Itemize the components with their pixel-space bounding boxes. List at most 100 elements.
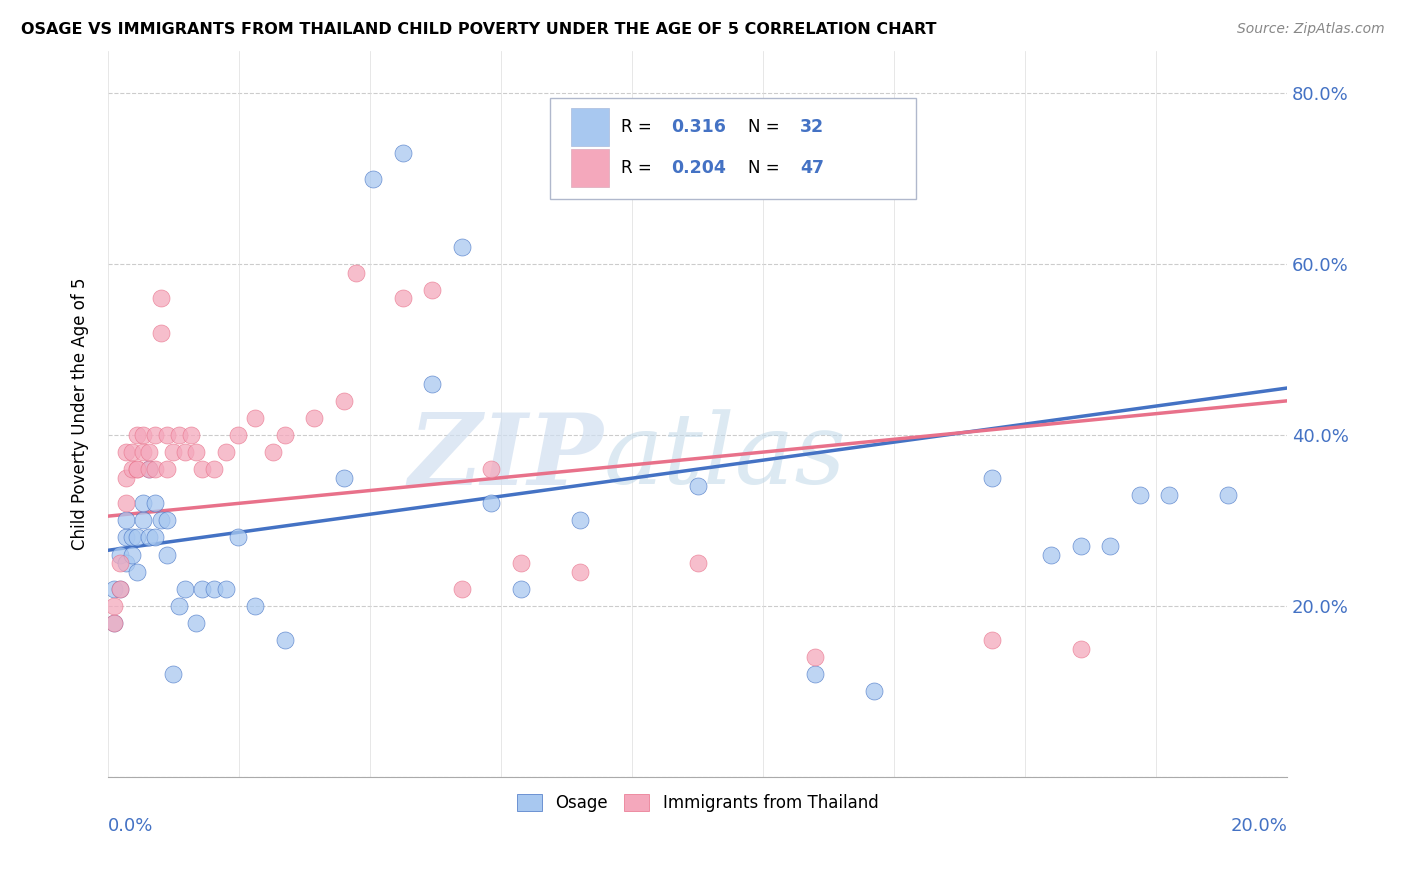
Point [191,462,214,476]
Point [150,291,173,305]
Point [226,428,249,442]
Point [132,428,155,442]
Point [150,513,173,527]
Point [173,582,195,596]
Point [132,513,155,527]
Point [361,171,384,186]
FancyBboxPatch shape [571,149,609,187]
Point [138,531,160,545]
Text: R =: R = [621,118,657,136]
Point [156,462,179,476]
Point [344,266,367,280]
Point [1070,539,1092,553]
Point [108,582,131,596]
Legend: Osage, Immigrants from Thailand: Osage, Immigrants from Thailand [510,788,884,819]
Point [686,556,709,570]
Point [215,445,238,459]
Text: 0.0%: 0.0% [108,816,153,835]
Point [191,582,214,596]
Point [863,684,886,698]
Point [180,428,202,442]
Point [450,582,472,596]
Point [391,291,413,305]
Point [186,615,208,630]
Point [138,462,160,476]
Point [333,393,356,408]
Text: Source: ZipAtlas.com: Source: ZipAtlas.com [1237,22,1385,37]
Point [162,667,184,681]
Point [1070,641,1092,656]
FancyBboxPatch shape [550,98,915,200]
Point [143,496,166,510]
Point [143,462,166,476]
Point [202,582,225,596]
Point [1216,488,1239,502]
Point [156,548,179,562]
Point [245,599,267,613]
Point [138,462,160,476]
Y-axis label: Child Poverty Under the Age of 5: Child Poverty Under the Age of 5 [72,277,89,549]
Point [121,531,143,545]
Text: N =: N = [748,118,785,136]
Point [156,513,179,527]
Point [121,462,143,476]
Point [127,531,149,545]
Point [509,556,531,570]
Point [274,632,297,647]
Point [114,513,136,527]
Point [156,428,179,442]
Point [132,445,155,459]
Point [103,582,125,596]
Point [981,632,1004,647]
Point [804,667,827,681]
Text: atlas: atlas [603,409,846,505]
Point [103,599,125,613]
Point [568,513,591,527]
Point [186,445,208,459]
Point [274,428,297,442]
Point [143,428,166,442]
Text: 47: 47 [800,160,824,178]
Text: OSAGE VS IMMIGRANTS FROM THAILAND CHILD POVERTY UNDER THE AGE OF 5 CORRELATION C: OSAGE VS IMMIGRANTS FROM THAILAND CHILD … [21,22,936,37]
Point [114,496,136,510]
Text: 20.0%: 20.0% [1230,816,1286,835]
Point [391,146,413,161]
Text: ZIP: ZIP [408,409,603,506]
Point [804,650,827,665]
Point [226,531,249,545]
FancyBboxPatch shape [571,108,609,145]
Point [132,496,155,510]
Point [215,582,238,596]
Point [127,428,149,442]
Point [114,471,136,485]
Point [127,565,149,579]
Point [114,531,136,545]
Point [420,283,443,297]
Point [121,548,143,562]
Point [138,445,160,459]
Point [1040,548,1063,562]
Point [333,471,356,485]
Point [245,411,267,425]
Text: 0.204: 0.204 [672,160,727,178]
Text: R =: R = [621,160,657,178]
Point [103,615,125,630]
Point [1159,488,1181,502]
Text: 0.316: 0.316 [672,118,727,136]
Text: N =: N = [748,160,785,178]
Point [108,582,131,596]
Point [1129,488,1152,502]
Point [127,462,149,476]
Point [479,496,502,510]
Point [686,479,709,493]
Point [202,462,225,476]
Point [479,462,502,476]
Point [127,462,149,476]
Point [568,565,591,579]
Point [167,428,190,442]
Point [420,376,443,391]
Point [167,599,190,613]
Text: 32: 32 [800,118,824,136]
Point [150,326,173,340]
Point [114,445,136,459]
